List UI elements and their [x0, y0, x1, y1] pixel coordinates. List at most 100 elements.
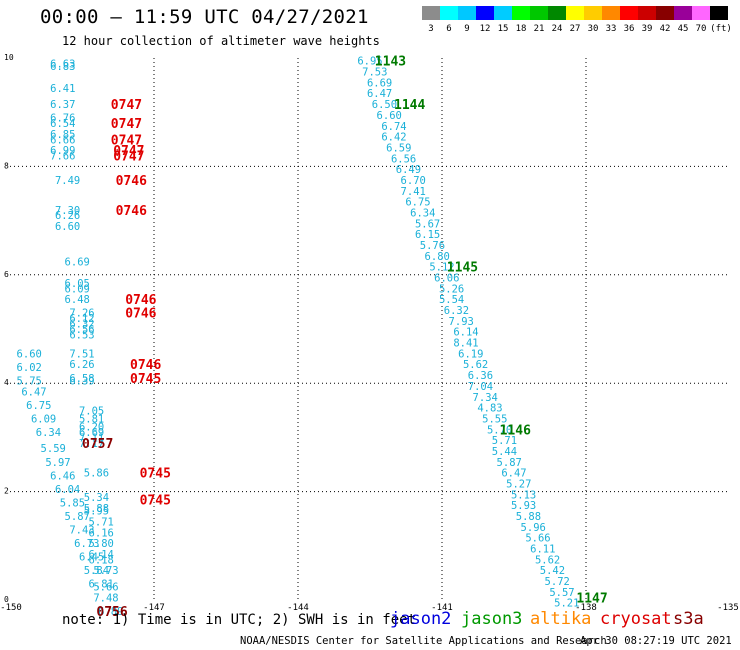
wave-height-value: 6.70	[401, 175, 426, 187]
colorbar-label: 42	[660, 24, 671, 34]
colorbar-label: 12	[480, 24, 491, 34]
wave-height-value: 6.41	[50, 83, 75, 95]
colorbar-swatch	[458, 6, 476, 20]
wave-height-value: 5.93	[511, 500, 536, 512]
wave-height-value: 6.58	[69, 373, 94, 385]
wave-height-value: 7.34	[473, 392, 498, 404]
wave-height-value: 6.47	[367, 88, 392, 100]
wave-height-value: 7.26	[69, 308, 94, 320]
wave-height-value: 6.06	[434, 273, 459, 285]
pass-time-label: 1143	[375, 55, 406, 70]
footer-note: note: 1) Time is in UTC; 2) SWH is in fe…	[62, 612, 417, 628]
wave-height-value: 6.16	[89, 527, 114, 539]
legend-jason2: jason2	[390, 609, 452, 629]
pass-time-label: 0745	[130, 372, 161, 387]
wave-height-value: 7.04	[468, 381, 493, 393]
pass-time-label: 0746	[125, 307, 156, 322]
wave-height-value: 7.53	[362, 67, 387, 79]
wave-height-value: 5.71	[89, 516, 114, 528]
wave-height-value: 5.97	[45, 457, 70, 469]
wave-height-value: 7.66	[50, 151, 75, 163]
colorbar-swatch	[494, 6, 512, 20]
wave-height-value: 6.56	[391, 153, 416, 165]
wave-height-value: 6.69	[79, 427, 104, 439]
colorbar-swatch	[422, 6, 440, 20]
wave-height-value: 5.88	[84, 503, 109, 515]
wave-height-value: 6.74	[381, 121, 406, 133]
colorbar-swatch	[692, 6, 710, 20]
colorbar-swatch	[674, 6, 692, 20]
wave-height-value: 6.14	[89, 549, 114, 561]
wave-height-value: 6.60	[55, 221, 80, 233]
colorbar-swatch	[512, 6, 530, 20]
wave-height-value: 6.19	[458, 348, 483, 360]
wave-height-value: 6.04	[55, 484, 80, 496]
wave-height-value: 6.60	[17, 348, 42, 360]
pass-time-label: 1147	[576, 591, 607, 606]
legend-jason3: jason3	[461, 609, 523, 629]
wave-height-value: 5.95	[84, 506, 109, 518]
colorbar-swatch	[548, 6, 566, 20]
wave-height-value: 5.59	[41, 443, 66, 455]
wave-height-value: 7.48	[93, 592, 118, 604]
y-tick-label: 10	[4, 53, 14, 62]
pass-time-label: 0746	[116, 204, 147, 219]
pass-time-label: 0747	[111, 98, 142, 113]
wave-height-value: 6.73	[74, 538, 99, 550]
colorbar-label: 39	[642, 24, 653, 34]
pass-time-label: 0747	[111, 133, 142, 148]
wave-height-value: 5.62	[463, 359, 488, 371]
wave-height-value: 5.76	[420, 240, 445, 252]
credit-line: NOAA/NESDIS Center for Satellite Applica…	[240, 635, 607, 647]
colorbar-swatch	[602, 6, 620, 20]
pass-time-label: 0745	[140, 467, 171, 482]
wave-height-value: 7.93	[449, 316, 474, 328]
legend-altika: altika	[530, 609, 592, 629]
x-tick-label: -150	[0, 603, 22, 613]
pass-time-label: 0757	[82, 437, 113, 452]
wave-height-colorbar: 3 6 9 12 15 18 21 24 27 30 33 36 39 42 45 70 (ft)	[422, 6, 732, 34]
wave-height-value: 6.46	[50, 470, 75, 482]
wave-height-value: 5.85	[60, 497, 85, 509]
wave-height-value: 6.39	[69, 375, 94, 387]
colorbar-swatch	[584, 6, 602, 20]
wave-height-value: 6.32	[69, 319, 94, 331]
wave-height-value: 5.57	[549, 587, 574, 599]
generation-timestamp: Apr 30 08:27:19 UTC 2021	[580, 635, 732, 647]
wave-height-value: 6.95	[357, 56, 382, 68]
colorbar-label: 27	[570, 24, 581, 34]
wave-height-value: 5.88	[516, 511, 541, 523]
legend-cryosat: cryosat	[600, 609, 672, 629]
colorbar-label: 6	[446, 24, 451, 34]
wave-height-value: 6.75	[26, 400, 51, 412]
wave-height-value: 7.30	[55, 205, 80, 217]
wave-height-value: 6.02	[17, 362, 42, 374]
wave-height-value: 5.66	[93, 581, 118, 593]
wave-height-value: 6.59	[386, 142, 411, 154]
pass-time-label: 0747	[113, 150, 144, 165]
wave-height-value: 6.09	[65, 283, 90, 295]
y-tick-label: 0	[4, 595, 9, 604]
wave-height-value: 5.34	[84, 492, 109, 504]
y-tick-label: 8	[4, 161, 9, 170]
wave-height-value: 5.71	[492, 435, 517, 447]
pass-time-label: 0746	[125, 293, 156, 308]
x-tick-label: -135	[717, 603, 739, 613]
wave-height-value: 5.62	[535, 554, 560, 566]
wave-height-value: 6.37	[50, 99, 75, 111]
wave-height-value: 6.18	[89, 554, 114, 566]
pass-time-label: 1144	[394, 98, 425, 113]
colorbar-label: (ft)	[710, 24, 732, 34]
wave-height-value: 7.11	[79, 432, 104, 444]
wave-height-value: 6.34	[36, 427, 61, 439]
wave-height-value: 5.80	[89, 538, 114, 550]
wave-height-value: 6.83	[50, 61, 75, 73]
colorbar-swatch	[476, 6, 494, 20]
wave-height-value: 5.87	[497, 457, 522, 469]
wave-height-value: 6.09	[31, 413, 56, 425]
colorbar-swatch	[638, 6, 656, 20]
wave-height-value: 6.80	[425, 251, 450, 263]
wave-height-value: 5.12	[429, 262, 454, 274]
colorbar-label: 15	[498, 24, 509, 34]
colorbar-label: 21	[534, 24, 545, 34]
